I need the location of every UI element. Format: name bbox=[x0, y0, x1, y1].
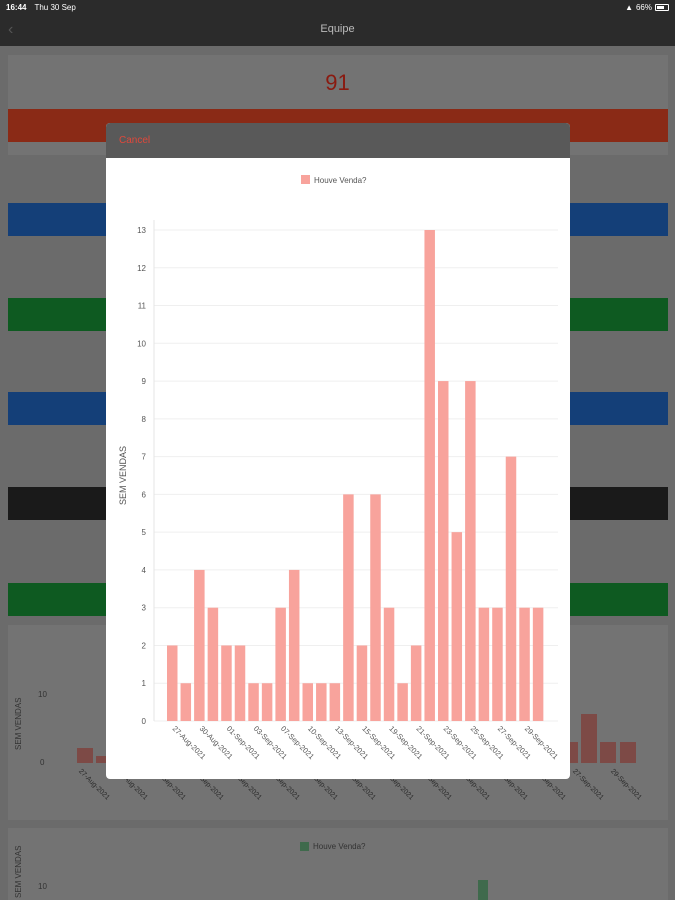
bar bbox=[288, 569, 300, 721]
battery-icon bbox=[655, 3, 669, 11]
background-legend-label: Houve Venda? bbox=[313, 842, 366, 851]
y-tick-label: 9 bbox=[142, 377, 147, 386]
background-bar bbox=[581, 714, 597, 763]
y-tick-label: 12 bbox=[137, 264, 146, 273]
background-ytick-10: 10 bbox=[38, 690, 47, 699]
background-bar bbox=[96, 756, 106, 763]
bar bbox=[383, 607, 395, 721]
y-tick-label: 6 bbox=[142, 490, 147, 499]
status-date: Thu 30 Sep bbox=[34, 2, 76, 12]
bar bbox=[248, 683, 259, 721]
legend-label: Houve Venda? bbox=[314, 176, 367, 185]
y-tick-label: 10 bbox=[137, 339, 146, 348]
bar bbox=[356, 645, 368, 721]
y-tick-label: 4 bbox=[142, 566, 147, 575]
status-right: ▲ 66% bbox=[625, 0, 669, 14]
battery-percent: 66% bbox=[635, 2, 652, 12]
y-axis-label: SEM VENDAS bbox=[118, 446, 128, 505]
background-bar-green bbox=[478, 880, 488, 900]
bar bbox=[275, 607, 286, 721]
background-legend: Houve Venda? bbox=[300, 842, 366, 851]
background-chart2-ylabel: SEM VENDAS bbox=[14, 845, 23, 898]
modal-header: Cancel bbox=[106, 123, 570, 158]
background-bar bbox=[570, 742, 578, 763]
nav-title: Equipe bbox=[320, 23, 355, 35]
y-tick-label: 5 bbox=[142, 528, 147, 537]
legend-swatch bbox=[300, 842, 309, 851]
bar bbox=[478, 607, 490, 721]
background-chart-card-2 bbox=[8, 828, 668, 900]
nav-bar: ‹ Equipe bbox=[0, 14, 675, 46]
y-tick-label: 2 bbox=[142, 641, 147, 650]
bar bbox=[505, 456, 517, 721]
status-time: 16:44 bbox=[6, 2, 27, 12]
bar bbox=[492, 607, 503, 721]
bar bbox=[329, 683, 341, 721]
bar bbox=[302, 683, 313, 721]
bar bbox=[532, 607, 544, 721]
back-chevron-icon[interactable]: ‹ bbox=[8, 21, 14, 38]
bar bbox=[397, 683, 408, 721]
bar bbox=[370, 494, 381, 721]
y-tick-label: 11 bbox=[138, 302, 147, 311]
bar bbox=[194, 569, 205, 721]
y-tick-label: 13 bbox=[137, 226, 146, 235]
bar bbox=[234, 645, 246, 721]
y-tick-label: 1 bbox=[142, 679, 147, 688]
cancel-button[interactable]: Cancel bbox=[119, 135, 151, 146]
bar bbox=[410, 645, 422, 721]
bar bbox=[180, 683, 192, 721]
bar bbox=[221, 645, 232, 721]
bar bbox=[438, 381, 449, 721]
bar bbox=[261, 683, 273, 721]
background-chart-ylabel: SEM VENDAS bbox=[14, 697, 23, 750]
bar bbox=[519, 607, 530, 721]
background-chart2-ytick: 10 bbox=[38, 882, 47, 891]
y-tick-label: 0 bbox=[142, 717, 147, 726]
background-bar bbox=[77, 748, 93, 763]
background-ytick-0: 0 bbox=[40, 758, 45, 767]
background-bar bbox=[600, 742, 616, 763]
bar bbox=[451, 532, 463, 721]
bar bbox=[167, 645, 178, 721]
y-tick-label: 8 bbox=[142, 415, 147, 424]
legend-swatch bbox=[301, 175, 310, 184]
bar bbox=[343, 494, 354, 721]
y-tick-label: 3 bbox=[142, 604, 147, 613]
bar bbox=[465, 381, 476, 721]
wifi-icon: ▲ bbox=[625, 2, 633, 12]
bar bbox=[207, 607, 219, 721]
bar bbox=[316, 683, 327, 721]
y-tick-label: 7 bbox=[142, 453, 147, 462]
chart-modal: Cancel Houve Venda? 0 1 2 3 4 5 6 7 8 9 10 11 12 13 SEM… bbox=[106, 123, 570, 779]
status-bar: 16:44 Thu 30 Sep ▲ 66% bbox=[0, 0, 675, 14]
bar bbox=[424, 230, 435, 721]
background-bar bbox=[620, 742, 636, 763]
total-number: 91 bbox=[325, 70, 350, 95]
